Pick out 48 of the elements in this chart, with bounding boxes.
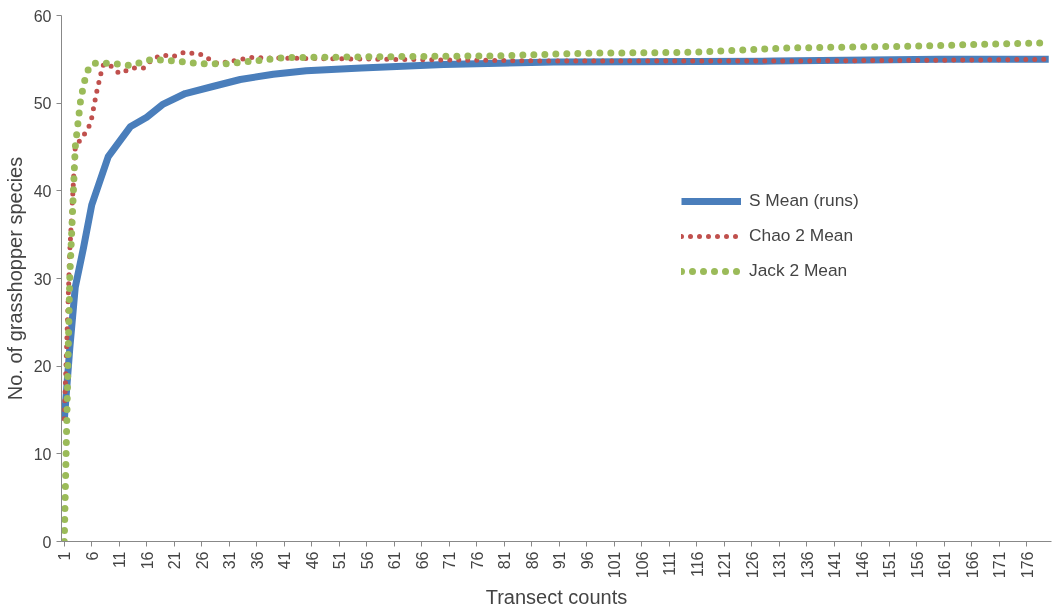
x-tick-label: 91	[551, 551, 569, 570]
legend-label: Jack 2 Mean	[749, 260, 848, 281]
x-tick-label: 81	[496, 551, 514, 570]
x-tick-label: 106	[633, 551, 651, 579]
x-tick-label: 76	[468, 551, 486, 570]
x-tick-label: 6	[83, 551, 101, 561]
x-tick-label: 146	[853, 551, 871, 579]
x-tick-label: 31	[221, 551, 239, 570]
y-tick-label: 0	[42, 533, 52, 551]
x-tick-label: 86	[523, 551, 541, 570]
x-axis-title: Transect counts	[485, 586, 628, 609]
y-tick-label: 30	[33, 270, 52, 288]
legend-label: S Mean (runs)	[749, 190, 859, 211]
x-tick-label: 156	[908, 551, 926, 579]
y-axis-title: No. of grasshopper species	[3, 156, 26, 401]
x-tick-label: 151	[881, 551, 899, 579]
x-tick-label: 1	[56, 551, 74, 561]
x-tick-label: 161	[936, 551, 954, 579]
x-tick-label: 66	[413, 551, 431, 570]
x-tick-label: 136	[798, 551, 816, 579]
y-tick-label: 10	[33, 445, 52, 463]
x-tick-label: 46	[303, 551, 321, 570]
x-tick-label: 171	[991, 551, 1009, 579]
x-tick-label: 141	[826, 551, 844, 579]
x-tick-label: 11	[111, 551, 129, 569]
x-tick-label: 71	[441, 551, 459, 570]
x-tick-label: 61	[386, 551, 404, 570]
x-tick-label: 41	[276, 551, 294, 570]
x-tick-label: 121	[716, 551, 734, 579]
y-tick-label: 20	[33, 358, 52, 376]
y-tick-label: 60	[33, 7, 52, 25]
x-tick-label: 36	[248, 551, 266, 570]
x-tick-label: 101	[606, 551, 624, 579]
x-tick-label: 26	[193, 551, 211, 570]
x-tick-label: 51	[331, 551, 349, 570]
x-tick-label: 131	[771, 551, 789, 579]
x-tick-label: 126	[743, 551, 761, 579]
x-tick-label: 166	[963, 551, 981, 579]
x-tick-label: 96	[578, 551, 596, 570]
x-tick-label: 176	[1018, 551, 1036, 579]
legend-label: Chao 2 Mean	[749, 225, 854, 246]
x-tick-label: 21	[166, 551, 184, 570]
x-tick-label: 111	[661, 551, 679, 576]
x-tick-label: 56	[358, 551, 376, 570]
y-tick-label: 40	[33, 182, 52, 200]
y-tick-label: 50	[33, 95, 52, 113]
x-tick-label: 116	[688, 551, 706, 578]
x-tick-label: 16	[138, 551, 156, 570]
